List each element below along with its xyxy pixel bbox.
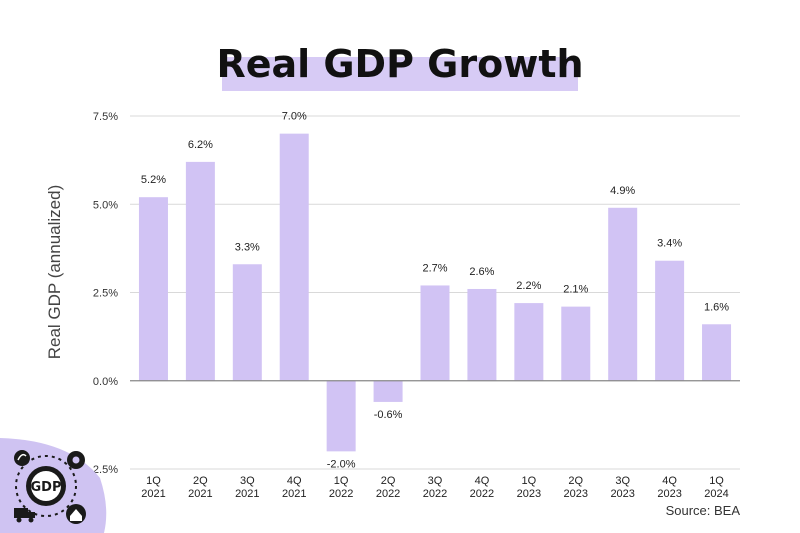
bar bbox=[561, 306, 591, 381]
gdp-badge-illustration: GDP bbox=[0, 438, 107, 533]
bar bbox=[514, 303, 544, 381]
truck-icon bbox=[14, 508, 35, 523]
data-label: 3.4% bbox=[657, 238, 682, 250]
bar bbox=[420, 285, 450, 381]
x-tick-label: 2021 bbox=[282, 488, 306, 500]
gear-icon bbox=[67, 451, 85, 469]
data-label: 5.2% bbox=[141, 174, 166, 186]
data-label: 6.2% bbox=[188, 139, 213, 151]
y-tick-label: 5.0% bbox=[93, 199, 118, 211]
x-tick-label: 1Q bbox=[146, 475, 161, 487]
x-tick-label: 2023 bbox=[657, 488, 681, 500]
bar bbox=[655, 260, 685, 381]
data-label: 7.0% bbox=[282, 111, 307, 123]
x-tick-label: 2021 bbox=[188, 488, 212, 500]
x-tick-label: 2Q bbox=[568, 475, 583, 487]
bar bbox=[326, 380, 356, 452]
x-tick-label: 3Q bbox=[240, 475, 255, 487]
x-tick-label: 4Q bbox=[662, 475, 677, 487]
x-tick-label: 2Q bbox=[381, 475, 396, 487]
y-tick-label: -2.5% bbox=[89, 464, 118, 476]
house-icon bbox=[66, 504, 86, 524]
data-label: 2.6% bbox=[469, 266, 494, 278]
x-tick-label: 4Q bbox=[475, 475, 490, 487]
x-tick-label: 4Q bbox=[287, 475, 302, 487]
y-tick-label: 7.5% bbox=[93, 111, 118, 123]
data-label: 1.6% bbox=[704, 301, 729, 313]
bar bbox=[279, 133, 309, 381]
x-tick-label: 2023 bbox=[610, 488, 634, 500]
x-tick-label: 2022 bbox=[376, 488, 400, 500]
source-note: Source: BEA bbox=[665, 503, 740, 518]
bar bbox=[138, 197, 168, 381]
x-tick-label: 1Q bbox=[709, 475, 724, 487]
badge-label: GDP bbox=[31, 480, 62, 495]
x-tick-label: 2021 bbox=[235, 488, 259, 500]
x-tick-label: 1Q bbox=[334, 475, 349, 487]
chart-title: Real GDP Growth bbox=[216, 42, 584, 86]
data-label: -2.0% bbox=[327, 458, 356, 470]
bar bbox=[373, 380, 403, 402]
x-tick-label: 3Q bbox=[615, 475, 630, 487]
bar bbox=[608, 207, 638, 381]
bar bbox=[185, 161, 215, 381]
plant-icon bbox=[14, 450, 30, 466]
y-tick-label: 0.0% bbox=[93, 376, 118, 388]
bar bbox=[702, 324, 732, 381]
data-label: 3.3% bbox=[235, 241, 260, 253]
x-tick-label: 2022 bbox=[423, 488, 447, 500]
x-tick-label: 3Q bbox=[428, 475, 443, 487]
y-tick-label: 2.5% bbox=[93, 288, 118, 300]
data-label: -0.6% bbox=[374, 409, 403, 421]
chart-title-block: Real GDP Growth bbox=[0, 38, 800, 98]
x-tick-label: 2022 bbox=[470, 488, 494, 500]
x-tick-label: 2023 bbox=[564, 488, 588, 500]
data-label: 4.9% bbox=[610, 185, 635, 197]
x-tick-label: 1Q bbox=[522, 475, 537, 487]
x-tick-label: 2Q bbox=[193, 475, 208, 487]
bar bbox=[467, 288, 497, 381]
x-tick-label: 2023 bbox=[517, 488, 541, 500]
title-highlight bbox=[222, 57, 578, 91]
x-tick-label: 2022 bbox=[329, 488, 353, 500]
x-tick-label: 2024 bbox=[704, 488, 728, 500]
data-label: 2.1% bbox=[563, 284, 588, 296]
data-label: 2.2% bbox=[516, 280, 541, 292]
data-label: 2.7% bbox=[422, 262, 447, 274]
x-tick-label: 2021 bbox=[141, 488, 165, 500]
bar bbox=[232, 264, 262, 381]
